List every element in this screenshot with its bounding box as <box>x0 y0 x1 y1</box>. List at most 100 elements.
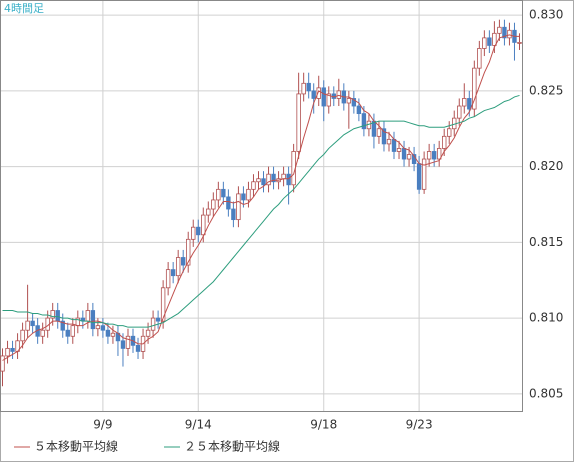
candle-body <box>401 148 407 160</box>
x-tick-label: 9/23 <box>406 418 433 432</box>
plot-area <box>0 0 523 412</box>
candle-body <box>431 151 437 160</box>
candle-body <box>175 257 181 277</box>
legend-label: ２５本移動平均線 <box>184 439 280 454</box>
candle-body <box>311 90 316 99</box>
candle-body <box>196 226 201 236</box>
candle-body <box>436 148 442 160</box>
candle-body <box>241 193 246 201</box>
candle-body <box>110 332 116 337</box>
candle-body <box>20 329 25 342</box>
candle-body <box>65 329 70 337</box>
candle-body <box>467 98 472 110</box>
candle-body <box>376 128 382 137</box>
candle-body <box>120 340 126 349</box>
candle-body <box>492 32 497 46</box>
candle-body <box>336 90 341 99</box>
candle-body <box>442 135 447 149</box>
candle-body <box>40 329 45 337</box>
y-tick-label: 0.820 <box>529 159 563 173</box>
candle-body <box>216 188 221 201</box>
candle-body <box>0 355 5 372</box>
candle-body <box>105 329 111 337</box>
candle-body <box>135 344 141 352</box>
candle-body <box>70 325 75 337</box>
candle-body <box>301 82 306 95</box>
candle-body <box>286 173 291 186</box>
candle-body <box>477 48 482 69</box>
candle-body <box>211 199 216 210</box>
candle-body <box>55 310 60 322</box>
candle-body <box>5 347 10 357</box>
candle-body <box>85 310 91 322</box>
candle-body <box>386 138 392 145</box>
y-tick-label: 0.815 <box>529 235 563 249</box>
candle-body <box>346 98 352 104</box>
candle-body <box>50 310 55 319</box>
candle-body <box>221 188 226 198</box>
y-tick-label: 0.805 <box>529 386 563 400</box>
candle-body <box>281 173 286 180</box>
candle-body <box>447 128 452 137</box>
candle-body <box>231 208 236 221</box>
moving-average-line <box>2 34 520 361</box>
y-tick-label: 0.830 <box>529 8 563 22</box>
candle-body <box>271 173 276 183</box>
candle-body <box>261 178 266 186</box>
candle-body <box>391 138 397 152</box>
candle-body <box>497 26 502 34</box>
candle-body <box>201 214 206 236</box>
candle-body <box>10 347 15 352</box>
candle-body <box>296 93 301 152</box>
candle-body <box>186 238 191 266</box>
candle-body <box>502 26 507 39</box>
candle-body <box>487 37 492 46</box>
candle-body <box>170 269 176 277</box>
candle-body <box>421 158 427 190</box>
candle-body <box>160 287 166 322</box>
candle-body <box>321 87 326 107</box>
candle-body <box>351 98 357 107</box>
candle-body <box>507 29 512 39</box>
candle-body <box>236 193 241 221</box>
candle-body <box>25 320 30 331</box>
candle-body <box>165 269 171 289</box>
candle-body <box>396 148 402 152</box>
candle-body <box>95 325 101 330</box>
candle-body <box>90 310 96 330</box>
candle-body <box>306 82 311 92</box>
candle-body <box>251 181 256 190</box>
x-tick-label: 9/9 <box>93 418 112 432</box>
x-tick-label: 9/14 <box>185 418 212 432</box>
candle-body <box>30 320 35 327</box>
candle-body <box>482 37 487 49</box>
candle-body <box>457 105 462 119</box>
candle-body <box>381 128 387 145</box>
candle-body <box>426 151 432 160</box>
candle-body <box>316 87 321 99</box>
chart-title: 4時間足 <box>4 2 44 15</box>
y-tick-label: 0.810 <box>529 311 563 325</box>
candle-body <box>472 67 477 110</box>
candle-body <box>60 320 65 331</box>
candle-body <box>155 317 161 322</box>
y-tick-label: 0.825 <box>529 83 563 97</box>
candle-body <box>326 93 331 107</box>
candle-body <box>517 42 522 44</box>
candle-body <box>206 208 211 216</box>
candle-body <box>125 335 131 349</box>
candle-body <box>150 317 156 331</box>
x-tick-label: 9/18 <box>310 418 337 432</box>
candle-body <box>145 329 151 337</box>
legend-label: ５本移動平均線 <box>34 439 118 454</box>
candle-body <box>100 325 106 331</box>
candle-body <box>416 163 422 190</box>
candle-body <box>356 105 362 115</box>
candle-body <box>406 154 412 160</box>
candle-body <box>181 257 186 266</box>
candle-body <box>226 196 231 210</box>
candle-body <box>266 173 271 186</box>
candle-body <box>246 188 251 201</box>
